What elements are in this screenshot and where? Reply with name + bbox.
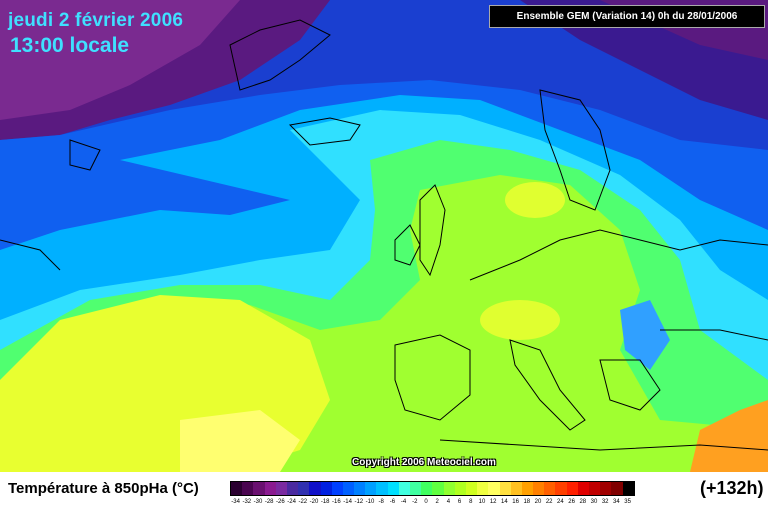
- scale-tick-label: -18: [320, 499, 330, 505]
- color-swatch: [242, 482, 254, 495]
- color-swatch: [410, 482, 422, 495]
- color-swatch: [589, 482, 601, 495]
- temperature-map: [0, 0, 768, 472]
- color-swatch: [488, 482, 500, 495]
- color-swatch: [611, 482, 623, 495]
- scale-tick-label: 20: [534, 499, 542, 505]
- scale-tick-label: 8: [469, 499, 473, 505]
- color-swatch: [432, 482, 444, 495]
- scale-tick-label: -8: [378, 499, 384, 505]
- color-swatch: [566, 482, 578, 495]
- color-swatch: [231, 482, 243, 495]
- scale-tick-label: -26: [276, 499, 285, 505]
- color-scale: [230, 481, 635, 496]
- scale-tick-label: 18: [523, 499, 531, 505]
- scale-tick-label: 34: [613, 499, 620, 505]
- lead-time: (+132h): [700, 478, 764, 498]
- scale-tick-label: -2: [412, 499, 418, 505]
- color-swatch: [443, 482, 455, 495]
- scale-tick-label: -32: [242, 499, 252, 505]
- scale-tick-label: 6: [457, 499, 462, 505]
- color-swatch: [253, 482, 265, 495]
- cold-balkans: [620, 300, 670, 370]
- color-swatch: [521, 482, 534, 495]
- color-swatch: [421, 482, 433, 495]
- color-swatch: [555, 482, 567, 495]
- color-swatch: [275, 482, 287, 495]
- color-swatch: [320, 482, 332, 495]
- color-swatch: [342, 482, 355, 495]
- scale-tick-label: 32: [601, 499, 609, 505]
- legend-label: Température à 850pHa (°C): [8, 480, 199, 497]
- color-swatch: [465, 482, 478, 495]
- scale-tick-label: -24: [287, 499, 296, 505]
- color-swatch: [544, 482, 556, 495]
- color-swatch: [600, 482, 612, 495]
- color-swatch: [510, 482, 522, 495]
- scale-tick-label: -4: [400, 499, 407, 505]
- scale-tick-label: 35: [624, 499, 631, 505]
- scale-tick-label: 30: [590, 499, 598, 505]
- scale-tick-label: -34: [231, 499, 240, 505]
- warm-alps: [480, 300, 560, 340]
- color-swatch: [577, 482, 589, 495]
- time-title: 13:00 locale: [10, 34, 130, 57]
- coastlines: [0, 19, 768, 451]
- scale-tick-label: -22: [298, 499, 308, 505]
- color-swatch: [354, 482, 366, 495]
- cold-pool-core: [0, 0, 240, 120]
- scale-tick-label: -16: [332, 499, 341, 505]
- warm-south-east: [690, 400, 768, 472]
- scale-tick-label: 16: [512, 499, 519, 505]
- scale-tick-label: 26: [568, 499, 575, 505]
- scale-tick-label: 0: [424, 499, 428, 505]
- scale-tick-label: -12: [354, 499, 364, 505]
- scale-tick-label: 12: [489, 499, 497, 505]
- scale-tick-label: 2: [435, 499, 439, 505]
- copyright: Copyright 2006 Meteociel.com: [352, 457, 496, 468]
- color-swatch: [298, 482, 310, 495]
- warm-central-europe: [505, 182, 565, 218]
- color-swatch: [499, 482, 511, 495]
- scale-tick-label: -28: [264, 499, 274, 505]
- color-swatch: [398, 482, 410, 495]
- color-swatch: [477, 482, 489, 495]
- color-swatch: [387, 482, 399, 495]
- color-swatch: [622, 482, 634, 495]
- warm-atlantic-inner: [180, 410, 300, 472]
- color-swatch: [533, 482, 545, 495]
- model-run-label: Ensemble GEM (Variation 14) 0h du 28/01/…: [489, 5, 765, 28]
- color-swatch: [376, 482, 388, 495]
- color-swatch: [454, 482, 466, 495]
- legend: Température à 850pHa (°C) -34 -32 -30 -28 -2…: [0, 472, 768, 512]
- scale-tick-label: 28: [579, 499, 587, 505]
- color-swatch: [286, 482, 299, 495]
- scale-tick-label: 4: [446, 499, 451, 505]
- scale-tick-label: 14: [501, 499, 508, 505]
- scale-tick-label: 24: [557, 499, 564, 505]
- color-swatch: [309, 482, 321, 495]
- scale-tick-label: -10: [365, 499, 375, 505]
- scale-tick-label: 22: [545, 499, 553, 505]
- color-swatch: [264, 482, 276, 495]
- scale-tick-label: 10: [478, 499, 486, 505]
- scale-tick-label: -14: [343, 499, 352, 505]
- color-swatch: [365, 482, 377, 495]
- scale-tick-label: -30: [253, 499, 263, 505]
- scale-tick-label: -20: [309, 499, 319, 505]
- color-swatch: [331, 482, 343, 495]
- date-title: jeudi 2 février 2006: [8, 10, 184, 31]
- scale-tick-label: -6: [389, 499, 396, 505]
